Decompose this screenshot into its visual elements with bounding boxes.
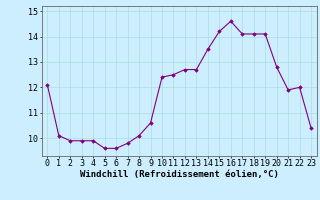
X-axis label: Windchill (Refroidissement éolien,°C): Windchill (Refroidissement éolien,°C) [80, 170, 279, 179]
